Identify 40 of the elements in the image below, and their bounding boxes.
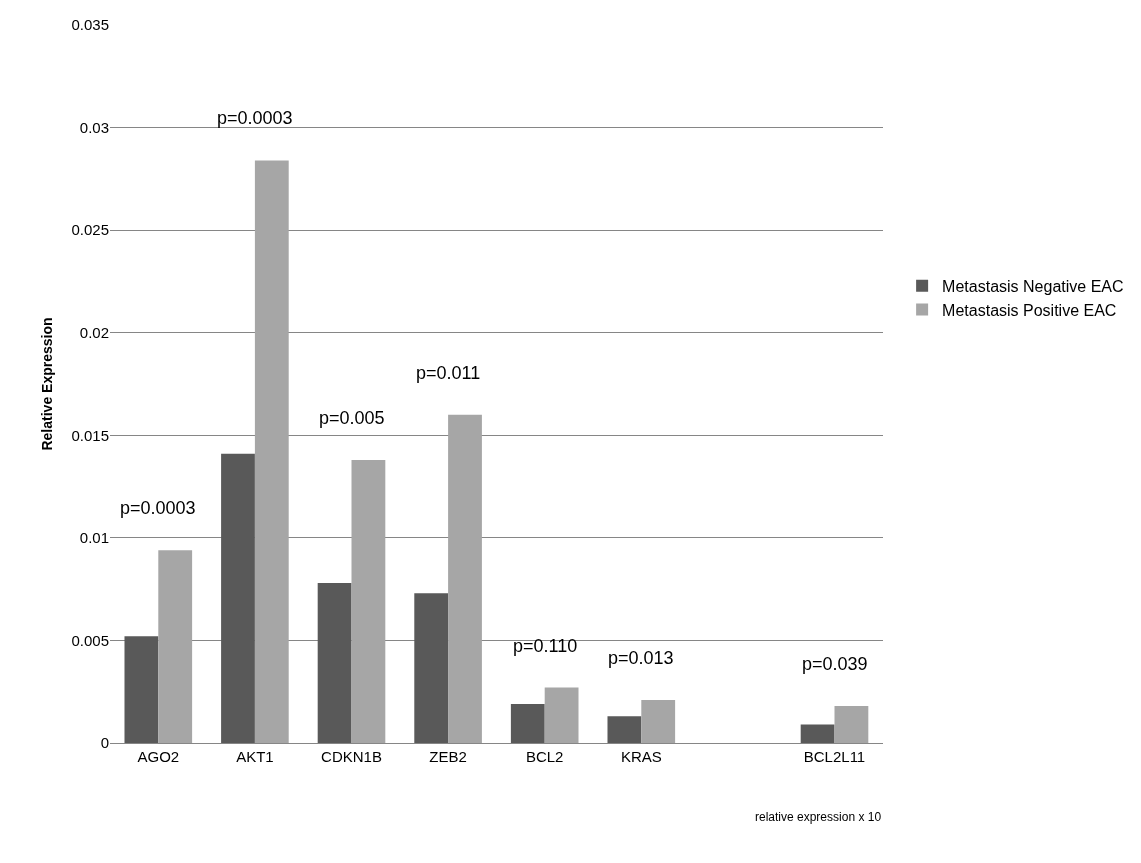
annotation: p=0.039 bbox=[802, 654, 868, 674]
bar bbox=[317, 582, 352, 743]
annotation: p=0.0003 bbox=[120, 498, 196, 518]
bar bbox=[158, 550, 193, 743]
bar bbox=[254, 160, 289, 743]
y-tick-label: 0.035 bbox=[71, 16, 109, 34]
annotation: p=0.005 bbox=[319, 408, 385, 428]
bar bbox=[607, 716, 642, 743]
y-tick-label: 0.005 bbox=[71, 631, 109, 649]
bar bbox=[834, 706, 869, 743]
annotation: p=0.013 bbox=[608, 648, 674, 668]
y-tick-label: 0.01 bbox=[79, 529, 109, 547]
bar bbox=[351, 459, 386, 743]
x-tick-label: AGO2 bbox=[137, 748, 180, 765]
y-tick-label: 0 bbox=[100, 734, 109, 752]
x-tick-label: KRAS bbox=[620, 748, 662, 765]
text: relative expression x 10 bbox=[755, 810, 882, 824]
x-tick-label: AKT1 bbox=[236, 748, 274, 765]
y-tick-label: 0.015 bbox=[71, 426, 109, 444]
bar bbox=[221, 453, 255, 743]
annotation: p=0.0003 bbox=[217, 108, 293, 128]
legend-label: Metastasis Negative EAC bbox=[942, 277, 1124, 295]
y-tick-label: 0.02 bbox=[79, 323, 109, 341]
annotation: p=0.110 bbox=[513, 636, 578, 656]
y-tick-label: 0.03 bbox=[79, 118, 109, 136]
y-tick-label: 0.025 bbox=[71, 221, 109, 239]
x-tick-label: CDKN1B bbox=[321, 748, 382, 765]
bar bbox=[448, 414, 482, 743]
bar bbox=[124, 636, 159, 743]
bar bbox=[544, 687, 579, 743]
bar bbox=[641, 699, 676, 743]
bar bbox=[800, 724, 835, 743]
x-tick-label: ZEB2 bbox=[429, 748, 467, 765]
x-tick-label: BCL2 bbox=[525, 748, 564, 765]
x-tick-label: BCL2L11 bbox=[803, 748, 866, 765]
bar bbox=[414, 593, 449, 743]
y-axis-title: Relative Expression bbox=[39, 317, 56, 451]
annotation: p=0.011 bbox=[416, 363, 481, 383]
bar bbox=[510, 704, 545, 743]
legend-label: Metastasis Positive EAC bbox=[942, 301, 1117, 319]
